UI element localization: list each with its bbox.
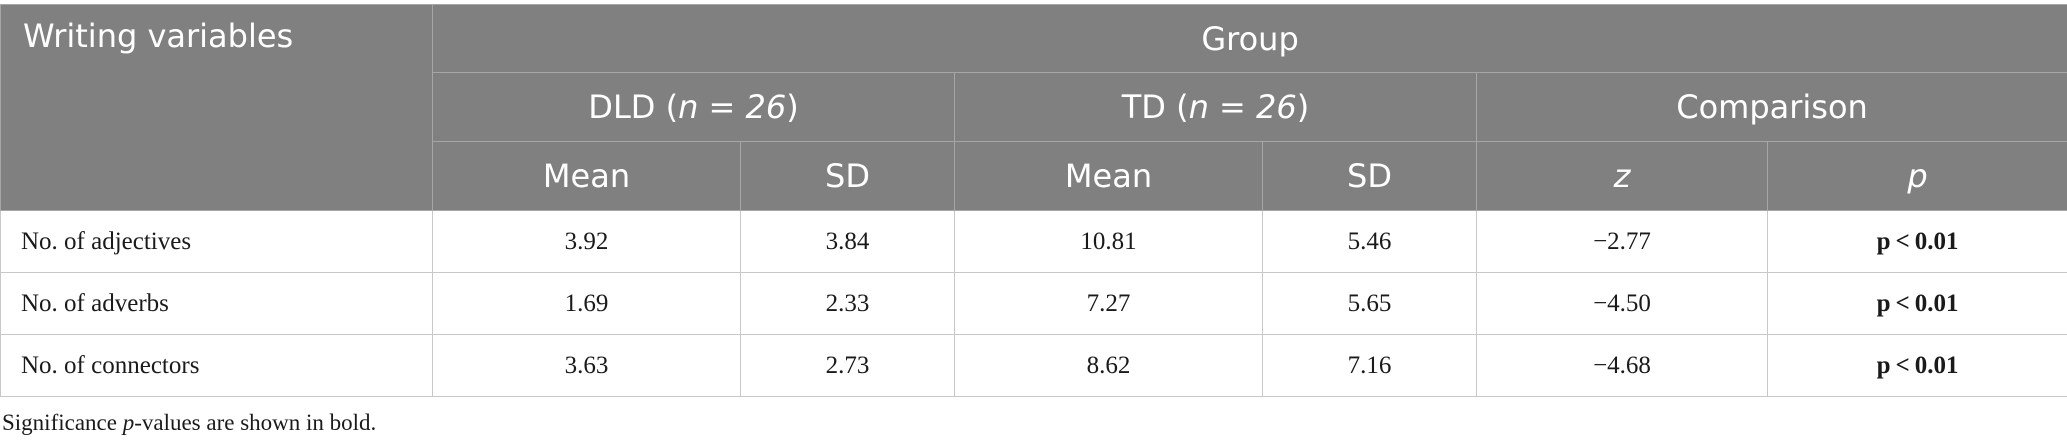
header-dld: DLD (n = 26) [432, 72, 955, 142]
cell-td-mean: 10.81 [954, 210, 1263, 273]
cell-dld-mean: 1.69 [432, 272, 741, 335]
cell-dld-sd: 2.33 [740, 272, 955, 335]
row-label: No. of adjectives [0, 210, 433, 273]
cell-dld-sd: 3.84 [740, 210, 955, 273]
cell-p: p < 0.01 [1766, 272, 2067, 335]
header-group: Group [431, 4, 2067, 73]
cell-td-mean: 8.62 [954, 334, 1263, 397]
cell-td-mean: 7.27 [954, 272, 1263, 335]
row-label: No. of connectors [0, 334, 433, 397]
table-row: No. of adverbs 1.69 2.33 7.27 5.65 −4.50… [0, 272, 2067, 335]
table-row: No. of adjectives 3.92 3.84 10.81 5.46 −… [0, 210, 2067, 273]
header-td-prefix: TD ( [1121, 88, 1189, 126]
header-dld-prefix: DLD ( [588, 88, 679, 126]
cell-td-sd: 5.65 [1262, 272, 1477, 335]
results-table: Writing variables Group DLD (n = 26) TD … [0, 4, 2067, 397]
subheader-z: z [1476, 141, 1768, 211]
cell-dld-mean: 3.63 [432, 334, 741, 397]
table-row: No. of connectors 3.63 2.73 8.62 7.16 −4… [0, 334, 2067, 397]
header-td-suffix: ) [1296, 88, 1310, 126]
cell-p: p < 0.01 [1766, 210, 2067, 273]
subheader-p: p [1766, 141, 2067, 211]
subheader-dld-sd: SD [740, 141, 955, 211]
subheader-td-mean: Mean [954, 141, 1263, 211]
cell-p: p < 0.01 [1766, 334, 2067, 397]
header-dld-suffix: ) [786, 88, 799, 126]
subheader-td-sd: SD [1262, 141, 1477, 211]
cell-dld-mean: 3.92 [432, 210, 741, 273]
cell-z: −2.77 [1476, 210, 1768, 273]
footnote-italic-p: p [122, 410, 135, 435]
header-td: TD (n = 26) [954, 72, 1477, 142]
header-td-n: n = 26 [1188, 88, 1297, 126]
footnote-text-after: -values are shown in bold. [134, 410, 377, 435]
footnote-text-before: Significance [2, 410, 123, 435]
row-label: No. of adverbs [0, 272, 433, 335]
table-footnote: Significance p-values are shown in bold. [2, 410, 376, 436]
header-dld-n: n = 26 [678, 88, 787, 126]
cell-dld-sd: 2.73 [740, 334, 955, 397]
header-comparison: Comparison [1475, 72, 2067, 142]
subheader-dld-mean: Mean [432, 141, 741, 211]
cell-z: −4.68 [1476, 334, 1768, 397]
cell-td-sd: 5.46 [1262, 210, 1477, 273]
header-writing-variables: Writing variables [0, 4, 433, 211]
cell-z: −4.50 [1476, 272, 1768, 335]
cell-td-sd: 7.16 [1262, 334, 1477, 397]
